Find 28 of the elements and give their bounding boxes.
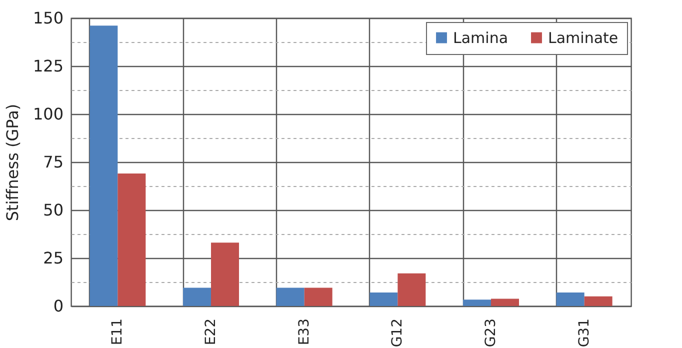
x-tick-label: E11: [110, 318, 126, 346]
bar: [211, 242, 239, 306]
x-tick-label: G12: [390, 318, 406, 348]
bar: [556, 292, 584, 306]
bar: [398, 273, 426, 306]
bar: [276, 288, 304, 306]
bar: [183, 288, 211, 306]
bar: [304, 288, 332, 306]
x-tick-label: G23: [483, 318, 499, 348]
legend-label: Laminate: [548, 28, 618, 47]
y-tick-label: 125: [32, 56, 64, 76]
y-tick-label: 100: [32, 104, 64, 124]
y-tick-label: 75: [43, 152, 64, 172]
bar: [463, 300, 491, 306]
bar: [584, 296, 612, 306]
bar: [118, 174, 146, 306]
y-axis-title: Stiffness (GPa): [2, 104, 22, 222]
legend-label: Lamina: [453, 28, 508, 47]
y-tick-label: 50: [43, 200, 64, 220]
bar: [90, 26, 118, 306]
y-tick-label: 150: [32, 8, 64, 28]
y-tick-label: 0: [53, 296, 64, 316]
bar: [491, 298, 519, 306]
y-tick-label: 25: [43, 248, 64, 268]
x-tick-label: E33: [296, 318, 312, 346]
bar: [370, 292, 398, 306]
x-tick-label: E22: [203, 318, 219, 346]
x-tick-label: G31: [576, 318, 592, 348]
